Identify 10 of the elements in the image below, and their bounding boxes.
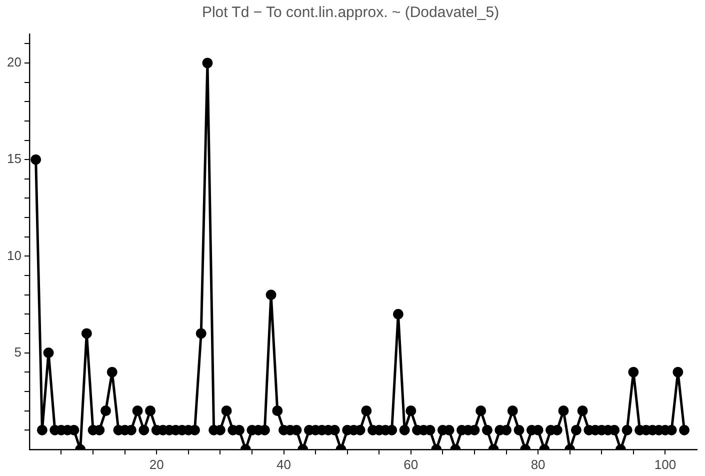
y-tick-label: 5 — [14, 344, 22, 360]
y-tick-label: 15 — [6, 151, 22, 166]
x-tick-label: 20 — [149, 456, 164, 472]
x-tick-label: 100 — [654, 456, 676, 472]
y-tick-label: 20 — [6, 54, 22, 70]
y-tick-label: 10 — [6, 248, 22, 263]
chart-title: Plot Td − To cont.lin.approx. ~ (Dodavatel_5) — [202, 4, 500, 22]
x-tick-label: 40 — [276, 456, 291, 472]
x-tick-label: 80 — [530, 456, 546, 472]
x-tick-label: 60 — [404, 456, 418, 472]
